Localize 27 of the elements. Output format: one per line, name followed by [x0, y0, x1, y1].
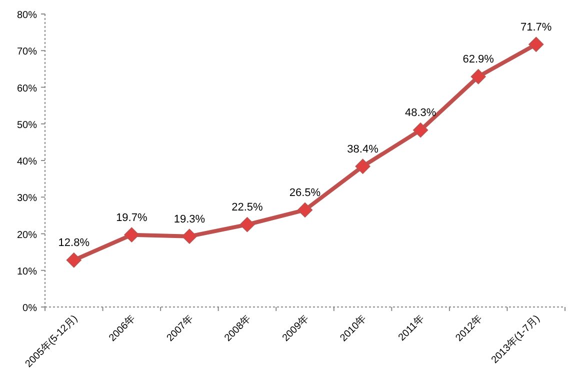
data-label: 19.3%: [174, 213, 206, 226]
point: [528, 36, 544, 52]
y-tick-label: 70%: [16, 46, 38, 58]
data-label: 62.9%: [462, 54, 494, 66]
y-tick-label: 50%: [16, 120, 38, 131]
y-tick-label: 40%: [16, 156, 38, 168]
point: [240, 217, 255, 232]
point: [355, 158, 370, 174]
data-label: 48.3%: [404, 107, 436, 120]
point: [124, 227, 140, 242]
point: [66, 252, 82, 268]
y-tick-label: 80%: [16, 10, 38, 21]
data-label: 19.7%: [116, 212, 148, 224]
data-label: 71.7%: [520, 21, 552, 34]
point: [298, 202, 312, 218]
y-tick-label: 60%: [16, 83, 38, 94]
y-tick-label: 10%: [16, 266, 38, 278]
data-label: 38.4%: [347, 143, 379, 156]
y-tick-label: 0%: [22, 303, 38, 314]
point: [182, 228, 197, 244]
y-tick-label: 20%: [16, 230, 38, 241]
point: [470, 69, 486, 84]
y-tick-label: 30%: [16, 193, 38, 204]
data-label: 22.5%: [232, 202, 264, 214]
point: [413, 122, 428, 138]
data-label: 12.8%: [58, 237, 90, 250]
data-label: 26.5%: [289, 186, 321, 199]
